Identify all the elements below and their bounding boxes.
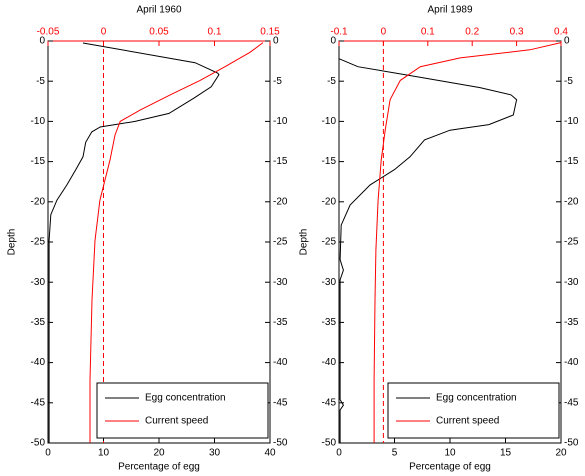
- y2-tick-label: -45: [564, 397, 579, 408]
- y-tick-label: -10: [31, 116, 46, 127]
- y-tick-label: -50: [322, 438, 337, 449]
- y2-tick-label: -20: [273, 196, 288, 207]
- y-tick-label: -40: [31, 357, 46, 368]
- y-tick-label: -50: [31, 438, 46, 449]
- y2-tick-label: -45: [273, 397, 288, 408]
- x2-tick-label: 0: [101, 27, 107, 38]
- y-tick-label: -30: [31, 277, 46, 288]
- data-line: [48, 42, 220, 443]
- y-tick-label: -25: [322, 237, 337, 248]
- y-tick-label: -5: [36, 76, 45, 87]
- y-tick-label: -35: [322, 317, 337, 328]
- y2-tick-label: -5: [273, 76, 282, 87]
- legend-label: Current speed: [145, 416, 208, 427]
- y2-tick-label: -35: [564, 317, 579, 328]
- y2-tick-label: -15: [273, 156, 288, 167]
- y2-tick-label: 0: [273, 36, 279, 47]
- y2-tick-label: -10: [564, 116, 579, 127]
- y2-tick-label: -25: [564, 237, 579, 248]
- x-tick-label: 10: [98, 448, 110, 459]
- legend-label: Current speed: [436, 416, 499, 427]
- y-tick-label: -20: [31, 196, 46, 207]
- data-line: [338, 58, 518, 443]
- y-tick-label: -30: [322, 277, 337, 288]
- y-tick-label: -15: [31, 156, 46, 167]
- legend-label: Egg concentration: [436, 393, 517, 404]
- x-tick-label: 0: [45, 448, 51, 459]
- x-tick-label: 20: [153, 448, 165, 459]
- x2-tick-label: -0.05: [37, 27, 60, 38]
- y-tick-label: -40: [322, 357, 337, 368]
- y-tick-label: -25: [31, 237, 46, 248]
- y2-tick-label: -20: [564, 196, 579, 207]
- x2-tick-label: 0: [381, 27, 387, 38]
- y-axis-label: Depth: [7, 229, 18, 256]
- y-tick-label: -45: [31, 397, 46, 408]
- x2-tick-label: 0.1: [208, 27, 222, 38]
- x-tick-label: 40: [264, 448, 276, 459]
- y2-tick-label: -15: [564, 156, 579, 167]
- legend-box: [96, 382, 269, 439]
- x2-tick-label: 0.1: [421, 27, 435, 38]
- y2-tick-label: -50: [273, 438, 288, 449]
- y2-tick-label: -10: [273, 116, 288, 127]
- y-tick-label: -15: [322, 156, 337, 167]
- x2-tick-label: -0.1: [330, 27, 348, 38]
- y2-tick-label: -40: [273, 357, 288, 368]
- x-tick-label: 10: [444, 448, 456, 459]
- y-tick-label: -20: [322, 196, 337, 207]
- y-tick-label: -5: [327, 76, 336, 87]
- y2-tick-label: -35: [273, 317, 288, 328]
- x2-tick-label: 0.3: [510, 27, 524, 38]
- x-axis-label: Percentage of egg: [409, 462, 491, 473]
- y2-tick-label: -30: [273, 277, 288, 288]
- x2-tick-label: 0.15: [260, 27, 280, 38]
- chart-title: April 1989: [427, 5, 472, 16]
- y-axis-label: Depth: [299, 229, 310, 256]
- legend-box: [387, 382, 560, 439]
- y-tick-label: -35: [31, 317, 46, 328]
- x2-tick-label: 0.4: [554, 27, 568, 38]
- x-tick-label: 20: [555, 448, 567, 459]
- y-tick-label: 0: [330, 36, 336, 47]
- y2-tick-label: -50: [564, 438, 579, 449]
- y2-tick-label: -30: [564, 277, 579, 288]
- y-tick-label: -45: [322, 397, 337, 408]
- x-tick-label: 5: [392, 448, 398, 459]
- x-axis-label: Percentage of egg: [118, 462, 200, 473]
- y-tick-label: 0: [39, 36, 45, 47]
- data-line: [89, 42, 264, 443]
- data-line: [373, 42, 562, 443]
- y2-tick-label: -25: [273, 237, 288, 248]
- x-tick-label: 15: [500, 448, 512, 459]
- y2-tick-label: -5: [564, 76, 573, 87]
- x-tick-label: 30: [209, 448, 221, 459]
- chart-title: April 1960: [136, 5, 181, 16]
- x2-tick-label: 0.05: [149, 27, 169, 38]
- legend-label: Egg concentration: [145, 393, 226, 404]
- y-tick-label: -10: [322, 116, 337, 127]
- y2-tick-label: -40: [564, 357, 579, 368]
- x-tick-label: 0: [336, 448, 342, 459]
- x2-tick-label: 0.2: [465, 27, 479, 38]
- y2-tick-label: 0: [564, 36, 570, 47]
